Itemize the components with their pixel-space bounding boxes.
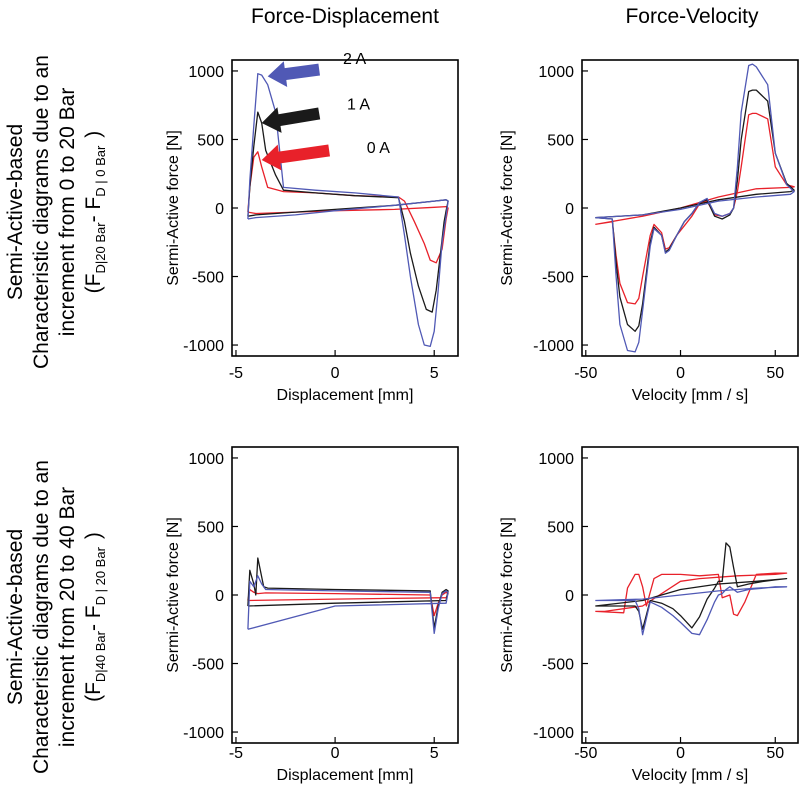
x-tick-label: 5 [430, 365, 439, 382]
series-line-0a [247, 151, 449, 264]
x-tick-label: 5 [430, 745, 439, 762]
row-label-top-line2: Characteristic diagrams due to an [30, 55, 53, 369]
column-title-force-velocity: Force-Velocity [625, 5, 759, 28]
row-label-bottom-line3: increment from 20 to 40 Bar [56, 487, 79, 747]
series-line-2a [595, 586, 788, 636]
y-tick-label: 0 [565, 201, 574, 218]
y-tick-label: -500 [542, 270, 574, 287]
formula-mid: - F [82, 197, 105, 223]
y-axis-label: Sermi-Active force [N] [499, 517, 516, 673]
row-label-top: Semi-Active-based Characteristic diagram… [4, 55, 108, 369]
y-tick-label: 0 [215, 201, 224, 218]
annotation-arrow-blue [267, 61, 320, 87]
annotation-arrow-black [261, 107, 321, 133]
formula-open: (F [82, 273, 105, 293]
annotation-label-red: 0 A [367, 140, 390, 157]
y-tick-label: -1000 [533, 338, 574, 355]
y-tick-label: -1000 [183, 338, 224, 355]
row-label-bottom: Semi-Active-based Characteristic diagram… [4, 460, 108, 774]
series-line-2a [247, 73, 449, 348]
x-tick-label: 50 [766, 745, 784, 762]
x-tick-label: 0 [676, 745, 685, 762]
y-tick-label: 500 [547, 132, 574, 149]
chart-panel-force-displacement-bottom: -5 0 5 1000 500 0 -500 -1000 Displacement [mm] Se… [165, 446, 459, 784]
formula-mid: - F [82, 605, 105, 631]
row-label-top-line1: Semi-Active-based [4, 124, 27, 300]
x-axis-label: Velocity [mm / s] [632, 767, 748, 784]
y-tick-label: -1000 [183, 725, 224, 742]
formula-sub1: D|20 Bar [93, 222, 108, 274]
y-axis-label: Sermi-Active force [N] [499, 130, 516, 286]
x-tick-label: -5 [229, 745, 243, 762]
row-label-top-formula: (FD|20 Bar- FD | 0 Bar) [82, 131, 108, 294]
series-line-0a [595, 572, 788, 617]
y-tick-label: 1000 [538, 451, 574, 468]
y-tick-label: 1000 [188, 451, 224, 468]
x-tick-label: -50 [574, 365, 597, 382]
chart-panel-force-displacement-top: -5 0 5 1000 500 0 -500 -1000 Displacement [mm] Se… [165, 51, 459, 404]
y-axis-label: Sermi-Active force [N] [165, 517, 182, 673]
y-tick-label: -1000 [533, 725, 574, 742]
x-tick-label: -50 [574, 745, 597, 762]
y-axis-label: Sermi-Active force [N] [165, 130, 182, 286]
row-label-top-line3: increment from 0 to 20 Bar [56, 88, 79, 337]
row-label-bottom-line1: Semi-Active-based [4, 529, 27, 705]
formula-sub2: D | 20 Bar [93, 546, 108, 605]
annotation-label-blue: 2 A [343, 51, 366, 68]
x-tick-label: 0 [331, 745, 340, 762]
y-tick-label: 500 [197, 132, 224, 149]
formula-close: ) [82, 532, 105, 539]
column-title-force-displacement: Force-Displacement [251, 5, 439, 28]
plot-frame [581, 446, 799, 744]
y-tick-label: 1000 [188, 64, 224, 81]
y-tick-label: 1000 [538, 64, 574, 81]
x-axis-label: Displacement [mm] [277, 387, 414, 404]
x-tick-label: 50 [766, 365, 784, 382]
y-tick-label: -500 [192, 657, 224, 674]
x-tick-label: 0 [331, 365, 340, 382]
annotation-arrow-red [261, 144, 330, 171]
y-tick-label: 0 [565, 588, 574, 605]
formula-close: ) [82, 131, 105, 138]
plot-frame [581, 59, 799, 357]
x-tick-label: 0 [676, 365, 685, 382]
formula-sub2: D | 0 Bar [93, 145, 108, 197]
y-tick-label: 500 [197, 519, 224, 536]
y-tick-label: 0 [215, 588, 224, 605]
series-line-1a [595, 89, 795, 332]
series-line-2a [247, 575, 449, 635]
formula-open: (F [82, 682, 105, 702]
series-line-2a [595, 63, 795, 353]
y-tick-label: 500 [547, 519, 574, 536]
row-label-bottom-line2: Characteristic diagrams due to an [30, 460, 53, 774]
x-tick-label: -5 [229, 365, 243, 382]
x-axis-label: Velocity [mm / s] [632, 387, 748, 404]
row-label-bottom-formula: (FD|40 Bar- FD | 20 Bar) [82, 532, 108, 702]
y-tick-label: -500 [542, 657, 574, 674]
annotation-label-black: 1 A [347, 96, 370, 113]
series-line-1a [595, 542, 788, 630]
x-axis-label: Displacement [mm] [277, 767, 414, 784]
y-tick-label: -500 [192, 270, 224, 287]
formula-sub1: D|40 Bar [93, 630, 108, 682]
